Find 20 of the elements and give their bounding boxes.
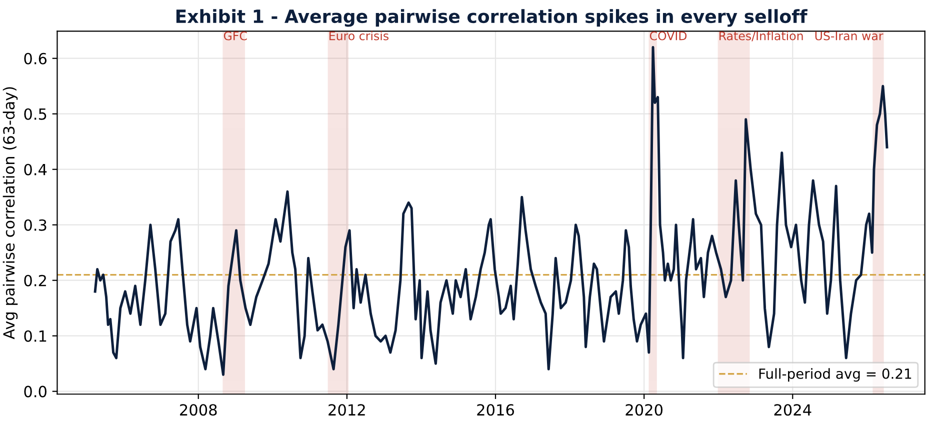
y-tick-label: 0.6 <box>24 52 47 64</box>
band-label: Rates/Inflation <box>720 31 803 42</box>
y-tick-label: 0.4 <box>24 164 47 176</box>
x-tick-label: 2024 <box>774 404 812 416</box>
x-tick-label: 2020 <box>626 404 662 416</box>
y-tick-label: 0.5 <box>24 108 46 120</box>
band-label: GFC <box>224 31 247 40</box>
band-label: COVID <box>650 31 687 40</box>
x-tick-label: 2016 <box>477 404 514 416</box>
x-tick-label: 2012 <box>328 404 365 416</box>
chart-title: Exhibit 1 - Average pairwise correlation spikes in every selloff <box>176 9 808 27</box>
y-tick-label: 0.0 <box>24 386 46 398</box>
y-tick-label: 0.2 <box>24 274 46 286</box>
y-tick-label: 0.3 <box>24 219 46 231</box>
band-label: US-Iran war <box>815 31 884 40</box>
legend-label: Full-period avg = 0.21 <box>759 368 912 382</box>
y-axis-title: Avg pairwise correlation (63-day) <box>2 87 18 340</box>
y-tick-label: 0.1 <box>24 330 46 342</box>
x-tick-label: 2008 <box>180 404 217 416</box>
band-label: Euro crisis <box>330 31 388 40</box>
